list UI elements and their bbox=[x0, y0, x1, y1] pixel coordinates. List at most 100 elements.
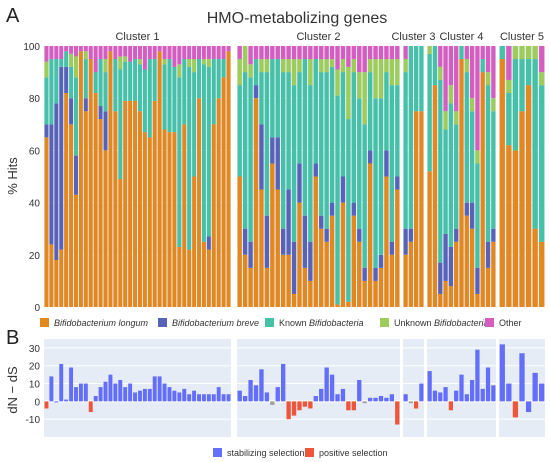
bar-segment bbox=[539, 241, 545, 307]
bar-segment bbox=[187, 66, 192, 250]
bar-segment bbox=[83, 111, 88, 307]
bar-segment bbox=[182, 124, 187, 307]
bar-segment bbox=[329, 59, 335, 67]
dnds-bar bbox=[192, 390, 197, 402]
bar-segment bbox=[281, 72, 286, 229]
bar-segment bbox=[253, 46, 259, 60]
bar-segment bbox=[69, 98, 74, 125]
bar-segment bbox=[525, 46, 532, 60]
bar-segment bbox=[206, 59, 211, 67]
bar-segment bbox=[237, 85, 242, 177]
dnds-bar bbox=[414, 401, 419, 409]
bar-segment bbox=[167, 132, 172, 307]
dnds-bar bbox=[281, 363, 286, 402]
bar-segment bbox=[357, 98, 362, 229]
bar-segment bbox=[147, 137, 152, 307]
bar-segment bbox=[74, 46, 78, 57]
bar-segment bbox=[49, 59, 54, 125]
bar-segment bbox=[389, 59, 395, 86]
bar-segment bbox=[152, 59, 157, 101]
dnds-bar bbox=[78, 383, 83, 402]
bar-segment bbox=[281, 46, 286, 60]
panel-label-b: B bbox=[6, 327, 19, 349]
bar-segment bbox=[362, 72, 367, 125]
bar-segment bbox=[329, 46, 335, 60]
bar-segment bbox=[49, 244, 54, 307]
bar-segment bbox=[59, 46, 64, 60]
bar-segment bbox=[313, 59, 318, 164]
dnds-bar bbox=[539, 383, 545, 402]
bar-segment bbox=[59, 59, 64, 67]
dnds-bar bbox=[108, 374, 113, 402]
dnds-bar bbox=[123, 387, 128, 402]
bar-segment bbox=[357, 228, 362, 242]
bar-segment bbox=[340, 72, 346, 177]
dnds-bar bbox=[362, 401, 367, 404]
dnds-bar bbox=[340, 388, 346, 402]
facet-label: Cluster 1 bbox=[115, 31, 159, 43]
bar-segment bbox=[242, 46, 248, 73]
dnds-bar bbox=[88, 401, 93, 413]
dnds-bar bbox=[480, 388, 485, 402]
bar-segment bbox=[264, 72, 270, 216]
bar-segment bbox=[373, 46, 378, 60]
bar-segment bbox=[83, 51, 88, 60]
bar-segment bbox=[395, 176, 400, 190]
bar-segment bbox=[403, 59, 408, 73]
bar-segment bbox=[192, 46, 197, 60]
dnds-bar bbox=[519, 353, 525, 402]
dnds-bar bbox=[142, 388, 147, 402]
bar-segment bbox=[88, 59, 93, 307]
dnds-bar bbox=[475, 349, 480, 402]
bar-segment bbox=[69, 46, 74, 54]
legend-label: Bifidobacterium breve bbox=[172, 318, 259, 328]
bar-segment bbox=[395, 85, 400, 177]
bar-segment bbox=[54, 103, 59, 261]
dnds-bar bbox=[491, 385, 496, 402]
panel-a-hits-chart: 0 20 40 60 80 100 Cluster 1 Cluster 2 Cluster 3 C… bbox=[5, 31, 545, 314]
bar-segment bbox=[69, 53, 74, 67]
bar-segment bbox=[480, 59, 485, 73]
bar-segment bbox=[206, 66, 211, 237]
bar-segment bbox=[302, 215, 308, 268]
bar-segment bbox=[367, 59, 373, 73]
bar-segment bbox=[491, 46, 496, 99]
bar-segment bbox=[291, 241, 297, 294]
bar-segment bbox=[362, 267, 367, 281]
legend-label: Other bbox=[499, 318, 522, 328]
dnds-bar bbox=[373, 397, 378, 402]
facet-background bbox=[237, 339, 400, 437]
dnds-bar bbox=[226, 394, 231, 402]
bar-segment bbox=[147, 59, 152, 138]
bar-segment bbox=[324, 59, 329, 73]
bar-segment bbox=[443, 233, 448, 281]
bar-segment bbox=[147, 46, 152, 60]
dnds-bar bbox=[403, 394, 408, 402]
bar-segment bbox=[74, 77, 78, 156]
dnds-bar bbox=[313, 396, 318, 402]
bar-segment bbox=[211, 46, 216, 60]
bar-segment bbox=[324, 46, 329, 60]
bar-segment bbox=[454, 228, 459, 242]
bar-segment bbox=[335, 304, 340, 307]
dnds-bar bbox=[103, 381, 108, 402]
bar-segment bbox=[211, 124, 216, 307]
bar-segment bbox=[491, 98, 496, 112]
legend-swatch bbox=[305, 448, 314, 457]
bar-segment bbox=[59, 249, 64, 307]
bar-segment bbox=[297, 202, 302, 307]
bar-segment bbox=[248, 241, 253, 268]
bar-segment bbox=[362, 46, 367, 73]
bar-segment bbox=[395, 46, 400, 60]
dnds-bar bbox=[59, 363, 64, 402]
bar-segment bbox=[464, 215, 469, 307]
bar-segment bbox=[469, 202, 475, 229]
bar-segment bbox=[525, 59, 532, 86]
bar-segment bbox=[319, 46, 324, 60]
dnds-bar bbox=[167, 387, 172, 402]
bar-segment bbox=[308, 241, 313, 281]
bar-segment bbox=[74, 194, 78, 307]
bar-segment bbox=[499, 46, 505, 60]
bar-segment bbox=[286, 59, 291, 73]
bar-segment bbox=[491, 241, 496, 307]
